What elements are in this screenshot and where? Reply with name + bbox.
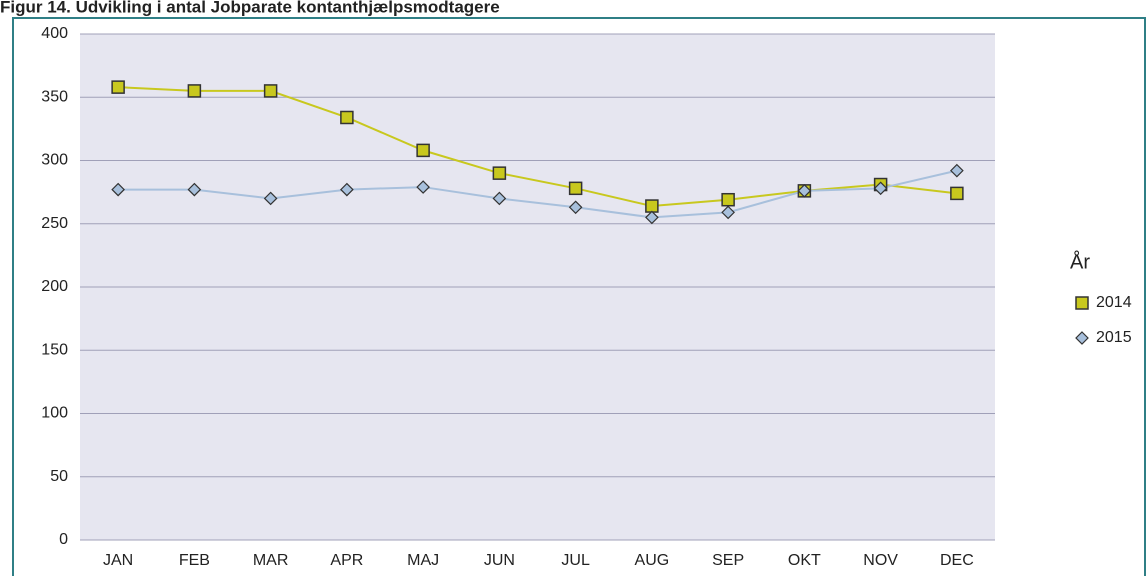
x-tick-label: MAR: [253, 552, 289, 569]
legend-label: 2015: [1096, 329, 1132, 346]
y-tick-label: 300: [41, 152, 68, 169]
x-tick-label: NOV: [863, 552, 898, 569]
x-tick-label: OKT: [788, 552, 821, 569]
marker: [1075, 331, 1089, 345]
x-tick-label: AUG: [635, 552, 670, 569]
marker: [111, 182, 125, 197]
x-tick-label: APR: [330, 552, 363, 569]
marker: [340, 110, 354, 125]
marker: [187, 182, 202, 197]
marker: [950, 163, 964, 178]
marker: [263, 84, 278, 98]
x-tick-label: JUL: [561, 552, 590, 569]
marker: [340, 182, 354, 197]
x-tick-label: JUN: [484, 552, 515, 569]
marker: [492, 166, 507, 180]
marker: [873, 181, 888, 196]
chart-title: Figur 14. Udvikling i antal Jobparate ko…: [0, 0, 500, 16]
y-tick-label: 250: [41, 215, 68, 232]
marker: [721, 205, 735, 220]
series-line: [118, 169, 958, 219]
x-tick-label: FEB: [179, 552, 210, 569]
marker: [492, 191, 507, 206]
marker: [187, 84, 202, 98]
x-tick-label: DEC: [940, 552, 974, 569]
marker: [721, 192, 735, 207]
y-tick-label: 400: [41, 25, 68, 42]
y-tick-label: 200: [41, 278, 68, 295]
marker: [645, 199, 659, 213]
legend-label: 2014: [1096, 294, 1132, 311]
y-tick-label: 350: [41, 88, 68, 105]
marker: [263, 191, 278, 206]
marker: [416, 180, 430, 194]
x-tick-label: MAJ: [407, 552, 439, 569]
marker: [568, 200, 583, 215]
y-tick-label: 0: [59, 531, 68, 548]
marker: [111, 80, 125, 94]
y-tick-label: 100: [41, 405, 68, 422]
y-tick-label: 150: [41, 341, 68, 358]
marker: [797, 184, 812, 198]
marker: [950, 186, 964, 201]
y-tick-label: 50: [50, 468, 68, 485]
legend-title: År: [1070, 250, 1090, 273]
marker: [1075, 296, 1089, 310]
x-tick-label: JAN: [103, 552, 133, 569]
marker: [416, 143, 430, 158]
marker: [645, 210, 659, 225]
x-tick-label: SEP: [712, 552, 744, 569]
marker: [568, 181, 583, 196]
